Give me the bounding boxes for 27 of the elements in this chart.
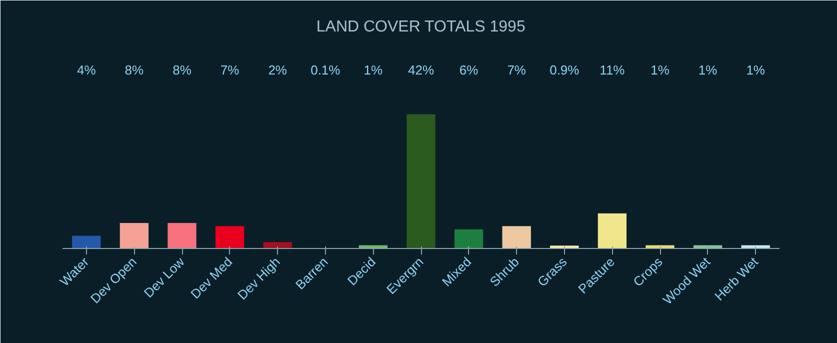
data-label: 2% bbox=[268, 62, 288, 78]
data-label: 1% bbox=[746, 62, 766, 78]
data-label: 1% bbox=[698, 62, 718, 78]
bar bbox=[72, 236, 101, 248]
bar bbox=[263, 242, 292, 248]
data-label: 0.9% bbox=[550, 62, 580, 78]
bar bbox=[120, 222, 149, 248]
bar bbox=[406, 114, 436, 248]
data-label: 1% bbox=[364, 62, 384, 78]
data-label: 42% bbox=[408, 62, 434, 78]
bar bbox=[215, 226, 244, 248]
data-label: 11% bbox=[600, 62, 626, 78]
data-label: 4% bbox=[77, 62, 96, 78]
data-label: 7% bbox=[507, 62, 526, 78]
data-label: 0.1% bbox=[310, 62, 341, 78]
data-label: 8% bbox=[124, 62, 144, 78]
data-label: 1% bbox=[650, 62, 670, 78]
data-label: 7% bbox=[220, 62, 240, 78]
x-tick-label: Dev Low bbox=[140, 254, 188, 301]
data-label: 6% bbox=[459, 62, 479, 78]
bar bbox=[598, 213, 627, 248]
data-label: 8% bbox=[172, 62, 192, 78]
chart-title: LAND COVER TOTALS 1995 bbox=[316, 18, 526, 36]
bar bbox=[502, 226, 531, 248]
bar bbox=[454, 229, 484, 248]
x-tick-label: Dev High bbox=[234, 254, 283, 303]
bar bbox=[168, 222, 196, 248]
